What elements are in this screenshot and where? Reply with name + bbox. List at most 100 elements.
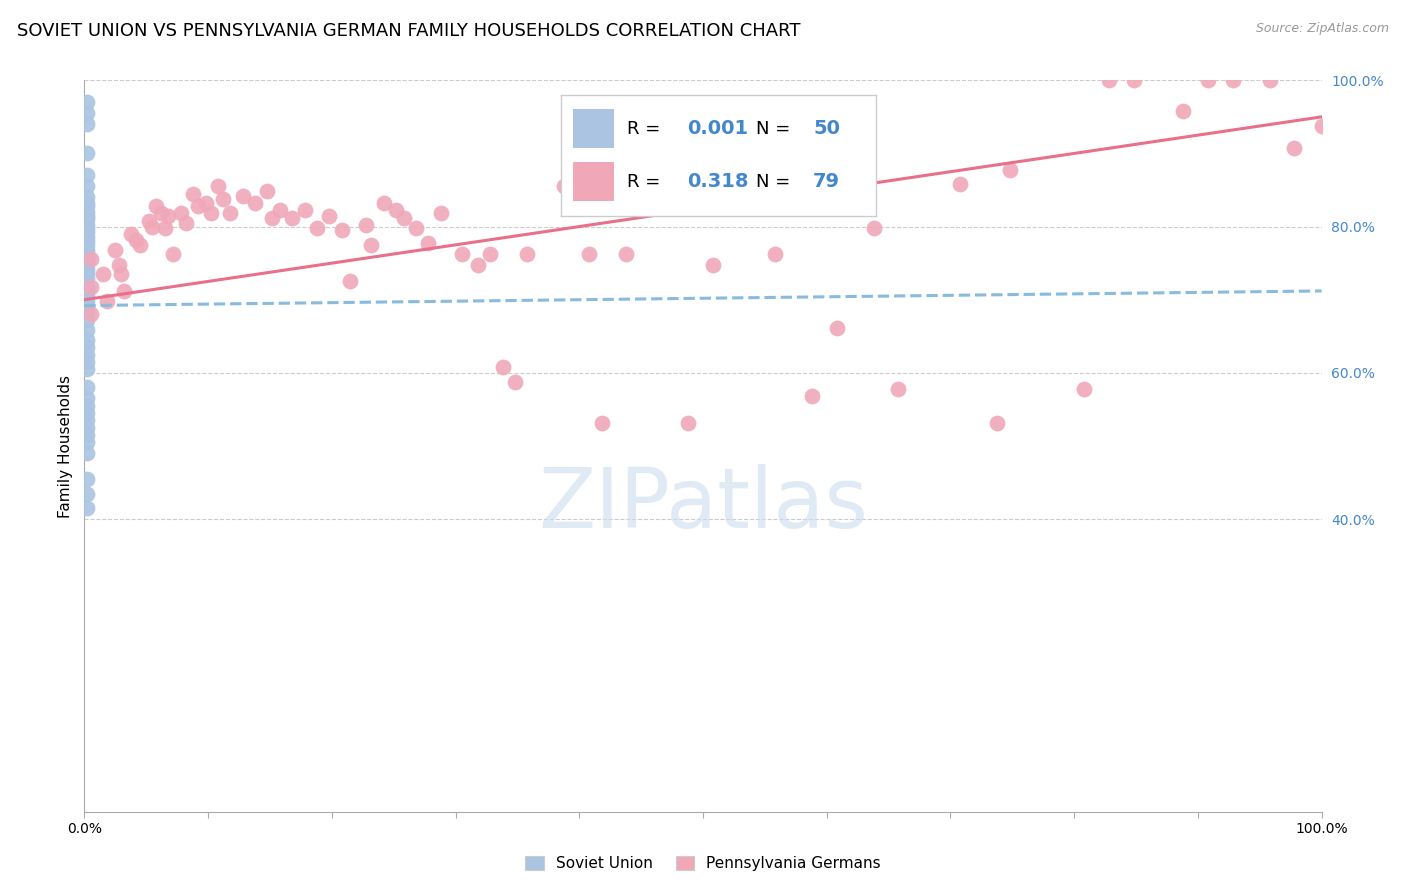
Point [467, 258, 489, 272]
Point [194, 196, 217, 211]
Point [627, 179, 650, 194]
Point [76, 472, 98, 486]
Point [294, 203, 316, 218]
Point [112, 284, 135, 298]
Point [76, 205, 98, 219]
Point [76, 209, 98, 223]
Point [986, 416, 1008, 430]
Point [76, 399, 98, 413]
Point [479, 247, 502, 261]
Point [665, 185, 688, 199]
Point [174, 216, 197, 230]
Point [243, 196, 266, 211]
Point [120, 227, 142, 241]
Point [76, 421, 98, 435]
Point [751, 177, 773, 191]
Point [76, 406, 98, 420]
Point [76, 243, 98, 257]
Point [76, 486, 98, 500]
Point [79, 252, 101, 267]
Point [418, 235, 440, 250]
Point [503, 375, 526, 389]
Point [76, 266, 98, 280]
Point [108, 258, 131, 272]
Point [76, 256, 98, 270]
Point [887, 382, 910, 396]
Point [76, 179, 98, 194]
Point [181, 186, 204, 201]
Point [763, 247, 786, 261]
Point [76, 252, 98, 266]
Point [76, 362, 98, 376]
Point [1171, 103, 1194, 118]
Point [232, 189, 254, 203]
Point [76, 294, 98, 309]
Point [162, 247, 184, 261]
Point [76, 428, 98, 442]
Point [405, 221, 427, 235]
Point [1284, 140, 1306, 154]
Point [1222, 73, 1244, 87]
Point [96, 294, 118, 309]
Point [170, 206, 193, 220]
Point [150, 206, 173, 220]
Point [385, 203, 408, 218]
Point [330, 223, 353, 237]
Point [76, 270, 98, 285]
Point [318, 209, 340, 223]
Point [614, 247, 637, 261]
Point [702, 258, 724, 272]
Point [553, 179, 575, 194]
Point [1310, 119, 1333, 133]
Point [153, 221, 176, 235]
Legend: Soviet Union, Pennsylvania Germans: Soviet Union, Pennsylvania Germans [519, 850, 887, 877]
Point [76, 226, 98, 240]
Point [305, 221, 328, 235]
Point [104, 243, 127, 257]
Point [949, 177, 972, 191]
Point [862, 221, 884, 235]
Point [138, 213, 160, 227]
Point [76, 355, 98, 369]
Point [76, 284, 98, 298]
Point [76, 212, 98, 227]
Point [76, 446, 98, 460]
Point [1098, 73, 1121, 87]
Point [145, 199, 167, 213]
Point [76, 392, 98, 406]
Point [76, 299, 98, 313]
Point [76, 95, 98, 110]
Point [76, 169, 98, 183]
Point [1073, 382, 1095, 396]
Point [212, 192, 235, 206]
Point [91, 267, 114, 281]
Point [76, 413, 98, 427]
Point [491, 359, 513, 374]
Point [76, 435, 98, 450]
Point [262, 211, 284, 225]
Text: Source: ZipAtlas.com: Source: ZipAtlas.com [1256, 22, 1389, 36]
Point [825, 320, 848, 334]
Point [207, 179, 229, 194]
Point [76, 117, 98, 131]
Point [76, 313, 98, 327]
Point [79, 279, 101, 293]
Point [76, 106, 98, 120]
Point [591, 416, 613, 430]
Point [76, 247, 98, 261]
Point [1122, 73, 1144, 87]
Point [76, 380, 98, 394]
Point [200, 206, 222, 220]
Point [76, 229, 98, 244]
Point [219, 206, 242, 220]
Point [373, 196, 395, 211]
Point [157, 209, 180, 223]
Point [76, 237, 98, 252]
Point [187, 199, 209, 213]
Point [76, 218, 98, 232]
Point [360, 237, 382, 252]
Point [76, 146, 98, 161]
Point [76, 196, 98, 211]
Point [676, 416, 699, 430]
Point [76, 303, 98, 318]
